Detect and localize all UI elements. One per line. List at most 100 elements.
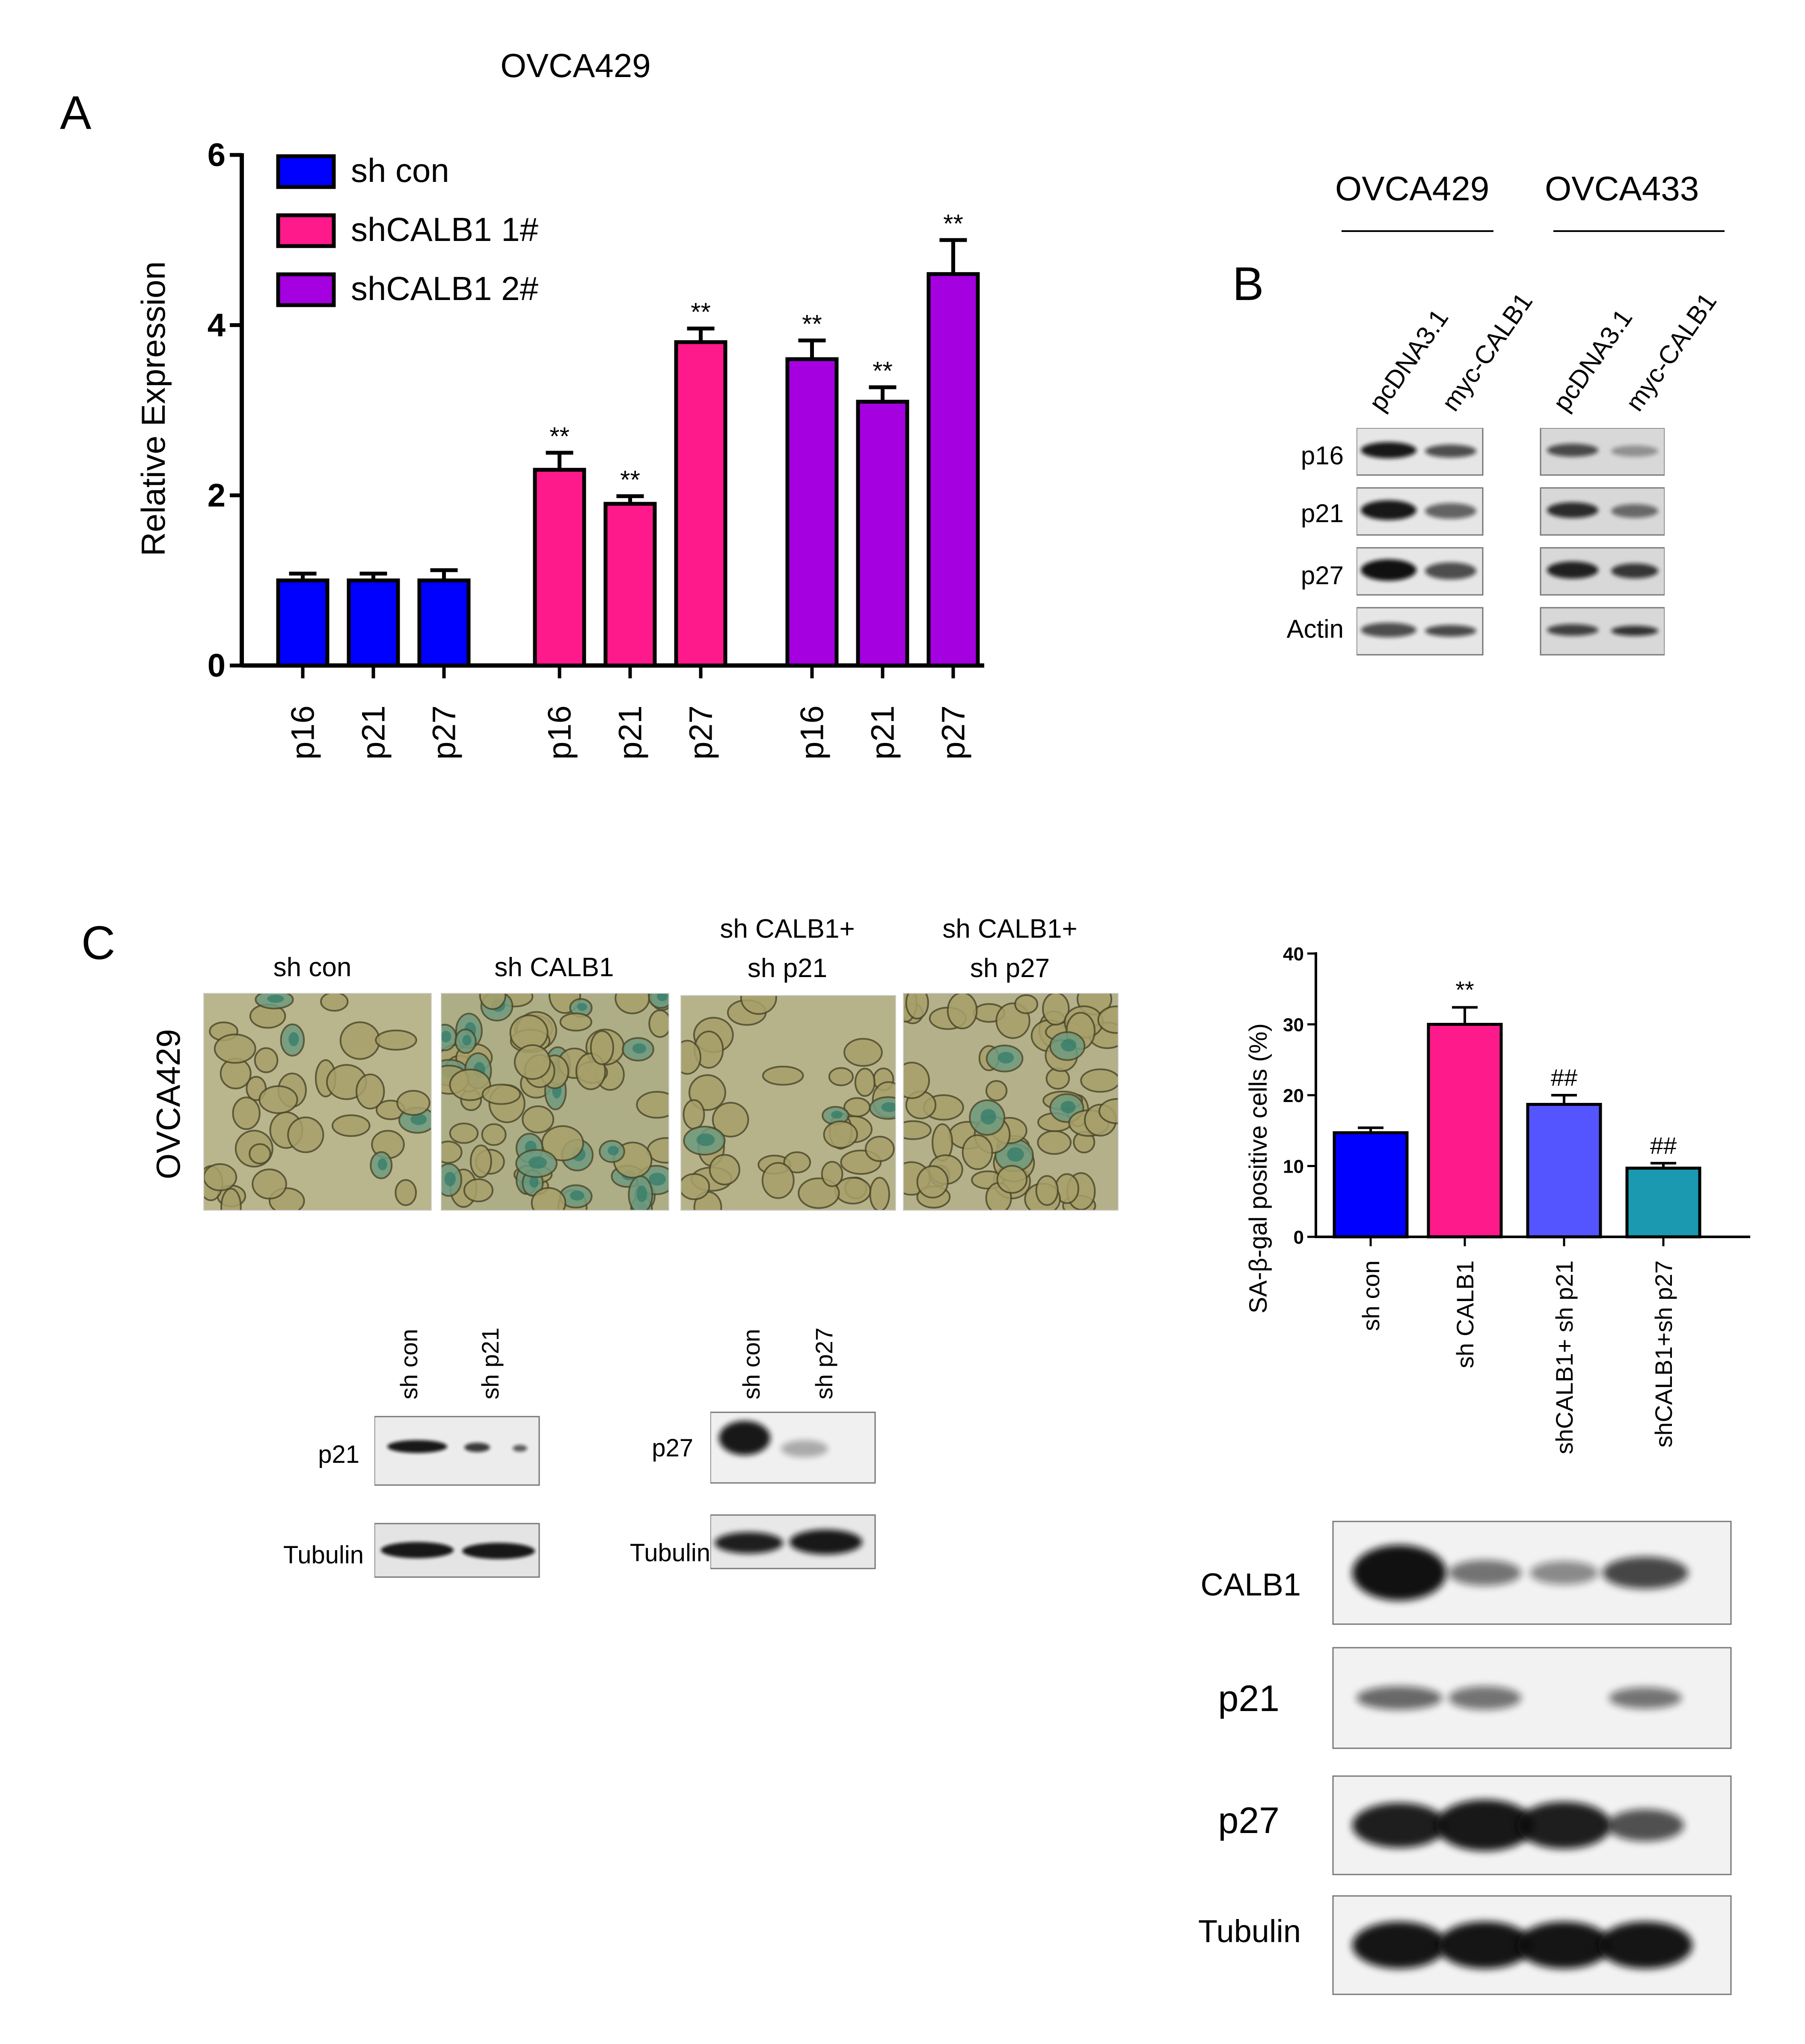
blot-big-row-tubulin: Tubulin xyxy=(1198,1913,1301,1949)
a-bar xyxy=(926,272,980,668)
c-bar xyxy=(1625,1166,1701,1239)
micro-cell xyxy=(287,1116,324,1153)
a-bar xyxy=(603,502,657,668)
micro-cell xyxy=(249,1143,271,1165)
blot-band xyxy=(462,1543,535,1559)
a-x-tick-label: p27 xyxy=(935,705,972,760)
blot-big-row-p21: p21 xyxy=(1218,1678,1280,1719)
micro-cell xyxy=(854,1067,876,1097)
c-y-tick-label: 10 xyxy=(1283,1156,1304,1177)
micro-cell xyxy=(252,1168,287,1200)
micro-cell xyxy=(559,1012,593,1032)
micro-image-sh-calb1-p21 xyxy=(680,995,896,1211)
micro-cell xyxy=(469,1144,492,1178)
blot-p27-lane-2: sh p27 xyxy=(810,1328,837,1399)
micro-cell xyxy=(232,1096,261,1130)
micro-label-2: sh CALB1 xyxy=(494,953,614,982)
a-x-tick-label: p21 xyxy=(612,705,649,760)
a-significance-mark: ** xyxy=(691,298,711,327)
micro-cell-stain xyxy=(656,994,668,1001)
blot-band xyxy=(1352,1922,1446,1969)
blot-band xyxy=(1357,1686,1442,1710)
micro-cell xyxy=(1035,1175,1059,1206)
a-legend-label: shCALB1 1# xyxy=(351,211,538,248)
a-significance-mark: ** xyxy=(943,209,963,238)
blot-band xyxy=(1438,1922,1532,1969)
a-legend-label: shCALB1 2# xyxy=(351,270,538,307)
micro-cell xyxy=(762,1066,804,1086)
blot-band xyxy=(1449,1560,1521,1586)
a-x-tick-label: p27 xyxy=(426,705,463,760)
blot-band xyxy=(1611,563,1658,579)
micro-cell xyxy=(258,1085,298,1114)
c-y-tick-label: 20 xyxy=(1283,1085,1304,1106)
micro-cell-stain xyxy=(570,1190,585,1201)
blot-band xyxy=(1361,623,1416,637)
a-bar xyxy=(785,357,839,668)
blot-band xyxy=(715,1532,783,1554)
micro-cell-stain xyxy=(528,1156,547,1169)
micro-cell xyxy=(481,1084,521,1105)
micro-cell xyxy=(916,1165,949,1199)
micro-cell-stain xyxy=(1060,1101,1076,1114)
micro-cell-stain xyxy=(1007,1147,1024,1162)
micro-cell xyxy=(355,1073,385,1110)
micro-cell xyxy=(1097,1005,1118,1034)
blot-b-divider-1 xyxy=(1342,230,1493,232)
micro-cell-stain xyxy=(632,1043,647,1054)
a-bar xyxy=(856,400,909,668)
micro-cell xyxy=(869,1176,890,1210)
blot-band xyxy=(1436,1800,1534,1851)
blot-band xyxy=(1547,562,1598,579)
micro-cell xyxy=(905,994,929,1020)
micro-row-label: OVCA429 xyxy=(149,1029,187,1179)
panel-a-chart: OVCA429 Relative Expression 0 2 4 6 p16 p21 p2… xyxy=(134,47,984,760)
blot-band xyxy=(1517,1802,1611,1849)
micro-cell xyxy=(320,994,349,1012)
blot-band xyxy=(381,1542,454,1558)
c-x-tick-label: shCALB1+ sh p21 xyxy=(1551,1260,1578,1454)
micro-cell xyxy=(396,1090,430,1116)
blot-band xyxy=(1547,624,1598,636)
micro-cell xyxy=(683,1099,705,1130)
blot-big-row-p27: p27 xyxy=(1218,1800,1280,1841)
blot-band xyxy=(513,1445,527,1452)
micro-cell xyxy=(541,1125,584,1162)
blot-b-row-p21: p21 xyxy=(1300,499,1344,528)
micro-cell xyxy=(339,1021,380,1060)
blot-band xyxy=(1361,559,1416,581)
micro-cell-stain xyxy=(442,1031,451,1043)
micro-cell xyxy=(985,1080,1008,1102)
a-legend-swatch xyxy=(276,154,336,189)
micro-label-1: sh con xyxy=(273,953,352,982)
blot-b-cellline-1: OVCA429 xyxy=(1335,169,1490,208)
blot-band xyxy=(1449,1686,1521,1710)
a-significance-mark: ** xyxy=(873,357,893,385)
blot-band xyxy=(1603,1557,1688,1589)
blot-band xyxy=(1547,443,1598,457)
micro-cell xyxy=(531,1187,567,1210)
panel-c-chart: SA-β-gal positive cells (%) 0 10 20 30 40 **… xyxy=(1244,944,1750,1454)
micro-cell xyxy=(761,1162,795,1199)
micro-cell-stain xyxy=(577,1003,587,1011)
a-x-tick-label: p16 xyxy=(285,705,321,760)
micro-label-4: sh CALB1+ sh p27 xyxy=(942,914,1078,983)
a-significance-mark: ** xyxy=(549,422,570,451)
blot-band xyxy=(790,1530,862,1554)
micro-cell xyxy=(375,1029,417,1051)
micro-cell xyxy=(463,1178,494,1203)
blot-p27-row-p27: p27 xyxy=(652,1434,693,1462)
c-significance-mark: ## xyxy=(1650,1132,1677,1159)
a-bar xyxy=(533,468,586,668)
blot-band xyxy=(1425,503,1476,519)
micro-cell-stain xyxy=(636,1185,647,1203)
c-x-tick-label: shCALB1+sh p27 xyxy=(1650,1260,1677,1447)
blot-band xyxy=(1611,626,1658,636)
micro-cell-stain xyxy=(377,1158,387,1171)
a-y-tick-label: 0 xyxy=(208,648,226,684)
c-bar xyxy=(1427,1023,1503,1239)
blot-band xyxy=(1611,445,1658,457)
blot-b-row-p16: p16 xyxy=(1300,441,1344,470)
blot-p21-lane-2: sh p21 xyxy=(477,1328,504,1399)
blot-b-lane-labels: pcDNA3.1 myc-CALB1 pcDNA3.1 myc-CALB1 xyxy=(1363,288,1722,416)
